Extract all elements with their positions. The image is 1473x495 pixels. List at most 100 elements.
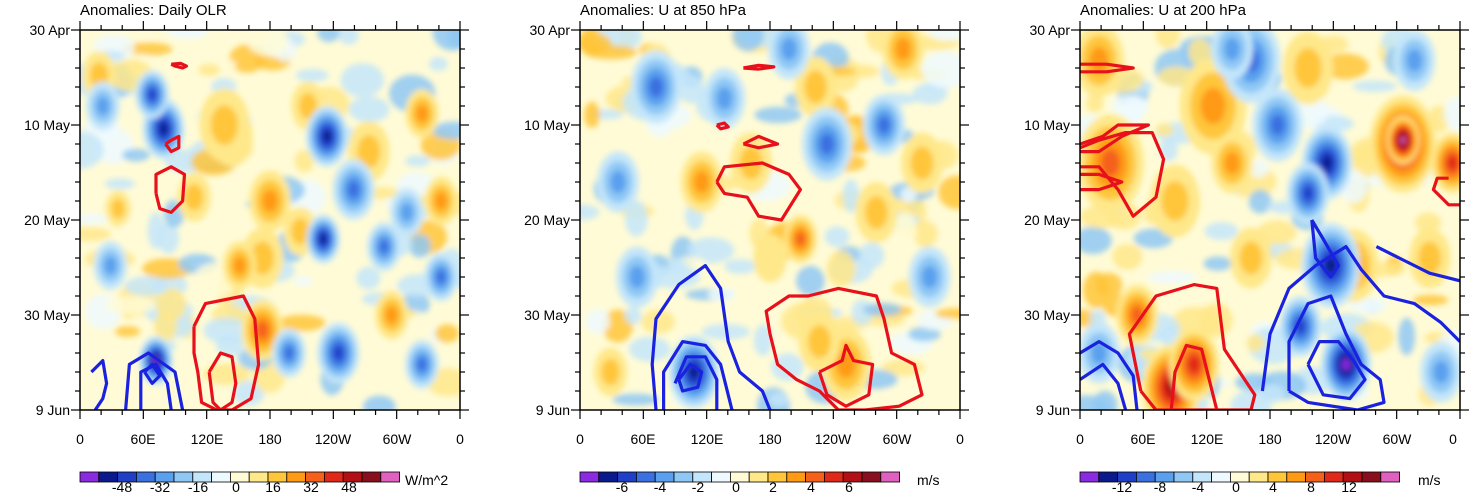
positive-contour — [764, 286, 924, 410]
colorbar-label: 12 — [1341, 479, 1357, 495]
colorbar-unit: m/s — [917, 472, 940, 488]
y-tick-label: 9 Jun — [36, 402, 70, 418]
x-tick-label: 60E — [631, 431, 656, 447]
colorbar-swatch — [579, 471, 600, 483]
field-patch — [1083, 271, 1110, 309]
field-patch — [1147, 271, 1197, 284]
panel-title: Anomalies: U at 200 hPa — [1080, 2, 1247, 19]
field-patch — [1086, 93, 1104, 113]
x-tick-labels: 0 60E 120E 180 120W 60W 0 — [76, 431, 464, 447]
field-patch — [293, 276, 313, 287]
negative-contour — [1310, 219, 1340, 279]
negative-contour — [673, 355, 719, 410]
anomaly-patch — [436, 270, 446, 284]
anomaly-patch — [1406, 49, 1423, 72]
negative-contour — [1375, 245, 1460, 283]
field-patch — [921, 51, 960, 89]
anomaly-patch — [148, 88, 157, 101]
anomaly-patch — [1200, 87, 1226, 125]
colorbar-swatch — [1361, 471, 1382, 483]
colorbar-labels: -6 -4 -2 0 2 4 6 — [616, 479, 853, 495]
field-patch — [628, 336, 671, 362]
anomaly-patch — [1447, 155, 1458, 171]
anomaly-patch — [319, 234, 327, 244]
field-patch — [432, 30, 460, 51]
field-patch — [938, 175, 960, 210]
field-patch — [1246, 333, 1265, 353]
anomaly-patch — [716, 87, 733, 110]
anomaly-patch — [895, 37, 911, 61]
colorbar-swatch — [636, 471, 656, 483]
field-patch — [428, 56, 448, 71]
colorbar-swatch — [786, 471, 806, 483]
colorbar-label: 0 — [232, 479, 240, 495]
colorbar-swatch — [1248, 471, 1269, 483]
positive-contour — [170, 61, 188, 70]
y-tick-labels: 30 Apr 10 May 20 May 30 May 9 Jun — [24, 22, 70, 418]
field-patch — [826, 250, 856, 288]
field-patch — [434, 324, 460, 343]
panel-title: Anomalies: U at 850 hPa — [580, 2, 747, 19]
x-tick-label: 180 — [1258, 431, 1282, 447]
anomaly-patch — [159, 122, 168, 135]
positive-contour — [1080, 172, 1124, 192]
field-patch — [80, 227, 112, 242]
field-patch — [405, 155, 430, 167]
x-tick-label: 180 — [258, 431, 282, 447]
colorbar-label: -6 — [616, 479, 629, 495]
field-patch — [121, 42, 173, 56]
colorbar-label: -4 — [1192, 479, 1205, 495]
colorbar-swatch — [673, 471, 694, 483]
field-patch — [203, 363, 251, 386]
colorbar-label: 4 — [807, 479, 815, 495]
x-tick-label: 120E — [191, 431, 224, 447]
anomaly-patch — [804, 70, 827, 104]
anomaly-patch — [256, 321, 269, 339]
anomaly-patch — [385, 305, 398, 325]
colorbar-label: 8 — [1307, 479, 1315, 495]
field-patch — [858, 242, 885, 269]
field-patch — [1352, 80, 1397, 92]
field-patch — [641, 309, 676, 334]
anomaly-patch — [610, 170, 626, 194]
negative-contour — [1306, 340, 1367, 401]
colorbar-label: 4 — [1269, 479, 1277, 495]
colorbar-label: -12 — [1112, 479, 1132, 495]
field-patch — [586, 45, 638, 60]
anomaly-patch — [819, 133, 835, 155]
field-patch — [724, 259, 757, 274]
anomaly-patch — [910, 146, 934, 180]
field-patch — [934, 308, 960, 319]
field-patch — [1443, 96, 1460, 132]
negative-contour — [650, 264, 772, 410]
anomaly-patch — [333, 345, 344, 361]
anomaly-patch — [795, 232, 806, 246]
x-tick-label: 180 — [758, 431, 782, 447]
field-patch — [338, 30, 359, 45]
field-patch — [166, 30, 209, 40]
colorbar-label: 2 — [769, 479, 777, 495]
x-tick-label: 60W — [383, 431, 413, 447]
anomaly-patch — [629, 265, 645, 289]
colorbar-label: -2 — [692, 479, 705, 495]
field-patch — [612, 393, 659, 406]
field-patch — [1080, 226, 1112, 255]
anomaly-patch — [1161, 181, 1189, 221]
negative-contour — [677, 362, 704, 393]
anomaly-patch — [1100, 149, 1120, 177]
x-tick-labels: 0 60E 120E 180 120W 60W 0 — [1076, 431, 1457, 447]
colorbar-label: 32 — [303, 479, 319, 495]
anomaly-patch — [865, 195, 888, 229]
x-tick-label: 120W — [1315, 431, 1352, 447]
field-patch — [1203, 256, 1233, 271]
x-tick-label: 120E — [691, 431, 724, 447]
anomaly-patch — [262, 189, 278, 213]
field-patch — [80, 131, 104, 169]
anomaly-patch — [1224, 37, 1240, 61]
field-patch — [1414, 212, 1442, 233]
field-patch — [197, 63, 221, 76]
field-patch — [124, 276, 170, 296]
field-patch — [857, 382, 892, 410]
positive-contour — [715, 121, 730, 131]
